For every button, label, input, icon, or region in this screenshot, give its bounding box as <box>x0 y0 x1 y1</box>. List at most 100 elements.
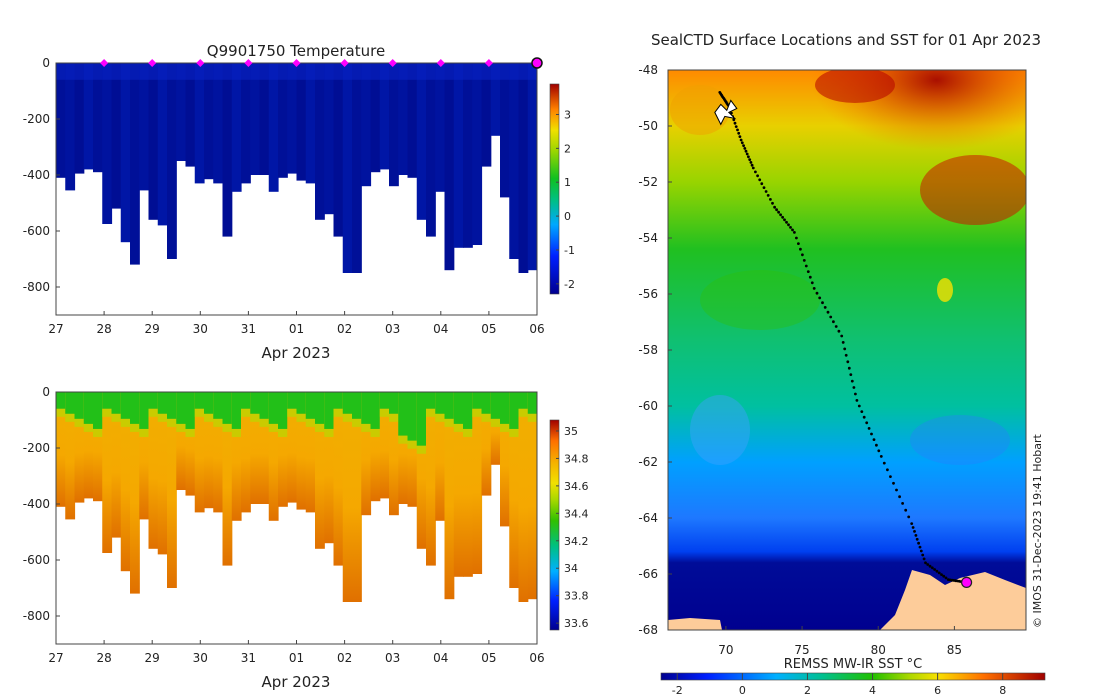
temperature-colorbar <box>549 83 560 295</box>
track-point <box>854 392 857 396</box>
temperature-surface-layer <box>407 63 418 80</box>
temperature-profile-column <box>407 63 418 178</box>
x-tick-label: 30 <box>193 322 208 336</box>
map-y-tick-label: -62 <box>638 455 658 469</box>
salinity-profile-column <box>93 392 103 502</box>
salinity-halocline <box>324 428 335 437</box>
day-marker <box>292 59 301 67</box>
salinity-halocline <box>398 435 409 444</box>
salinity-halocline <box>93 428 103 437</box>
x-tick-label: 01 <box>289 651 304 665</box>
salinity-mixed-layer <box>241 392 251 409</box>
y-tick-label: -800 <box>23 280 50 294</box>
track-point <box>837 329 841 333</box>
x-tick-label: 01 <box>289 322 304 336</box>
temperature-profile-column <box>130 63 140 265</box>
salinity-xlabel: Apr 2023 <box>262 673 331 691</box>
salinity-mixed-layer <box>213 392 224 419</box>
salinity-halocline <box>342 413 353 422</box>
track-point <box>860 410 864 413</box>
salinity-mixed-layer <box>157 392 168 414</box>
salinity-profile-column <box>65 392 76 520</box>
temperature-profile-column <box>278 63 288 178</box>
track-point <box>841 341 845 344</box>
track-point <box>804 264 808 268</box>
map-title: SealCTD Surface Locations and SST for 01… <box>651 31 1041 49</box>
y-tick-label: -200 <box>23 112 50 126</box>
salinity-profile-column <box>120 392 131 572</box>
salinity-halocline <box>389 413 399 422</box>
colorbar-tick-label: 34.4 <box>564 507 589 520</box>
temperature-surface-layer <box>361 63 372 80</box>
temperature-surface-layer <box>463 63 473 80</box>
temperature-profile-column <box>333 63 344 237</box>
salinity-colorbar <box>549 419 560 631</box>
salinity-mixed-layer <box>352 392 362 419</box>
salinity-mixed-layer <box>416 392 427 446</box>
salinity-columns <box>56 392 537 602</box>
salinity-profile-column <box>296 392 307 510</box>
salinity-mixed-layer <box>305 392 316 419</box>
track-point <box>806 270 810 273</box>
track-point <box>889 475 892 478</box>
map-y-tick-label: -56 <box>638 287 658 301</box>
track-point <box>898 495 901 499</box>
salinity-profile-column <box>324 392 335 544</box>
salinity-mixed-layer <box>65 392 76 414</box>
salinity-mixed-layer <box>259 392 270 419</box>
temperature-surface-layer <box>65 63 76 80</box>
salinity-mixed-layer <box>204 392 214 414</box>
track-point <box>850 379 854 383</box>
track-point <box>810 281 814 285</box>
salinity-mixed-layer <box>176 392 187 424</box>
track-point <box>832 320 835 324</box>
salinity-profile-column <box>333 392 344 566</box>
temperature-surface-layer <box>130 63 140 80</box>
temperature-surface-layer <box>527 63 537 80</box>
track-point <box>779 213 782 217</box>
map-y-tick-label: -58 <box>638 343 658 357</box>
track-point <box>773 205 776 209</box>
temperature-surface-layer <box>268 63 279 80</box>
temperature-profile-column <box>490 63 501 136</box>
track-point <box>913 530 916 533</box>
salinity-halocline <box>416 445 427 454</box>
salinity-x-axis: 27 28 29 30 31 01 02 03 04 05 06 <box>48 640 545 665</box>
salinity-halocline <box>500 423 510 432</box>
salinity-mixed-layer <box>222 392 233 424</box>
track-point <box>750 163 754 167</box>
salinity-mixed-layer <box>296 392 307 414</box>
temperature-surface-layer <box>500 63 510 80</box>
x-tick-label: 27 <box>48 322 63 336</box>
track-point <box>879 455 883 458</box>
map-y-axis: -48 -50 -52 -54 -56 -58 -60 -62 -64 -66 -68 <box>638 63 672 637</box>
salinity-profile-column <box>527 392 537 600</box>
track-point <box>747 155 750 159</box>
track-point <box>801 253 804 257</box>
track-point <box>904 508 908 512</box>
temperature-profile-column <box>111 63 122 209</box>
salinity-mixed-layer <box>148 392 159 409</box>
y-tick-label: -800 <box>23 609 50 623</box>
temperature-y-axis: 0 -200 -400 -600 -800 <box>23 56 60 294</box>
track-point <box>862 415 866 419</box>
x-tick-label: 27 <box>48 651 63 665</box>
track-point <box>799 247 802 251</box>
temperature-surface-layer <box>453 63 464 80</box>
temperature-surface-layer <box>333 63 344 80</box>
salinity-halocline <box>74 418 85 427</box>
salinity-profile-column <box>305 392 316 513</box>
temperature-surface-layer <box>213 63 224 80</box>
temperature-profile-column <box>259 63 270 175</box>
map-y-tick-label: -60 <box>638 399 658 413</box>
temperature-profile-column <box>65 63 76 191</box>
track-point <box>872 438 876 441</box>
salinity-halocline <box>259 418 270 427</box>
temperature-profile-column <box>370 63 381 173</box>
temperature-surface-layer <box>315 63 325 80</box>
temperature-surface-layer <box>481 63 492 80</box>
track-point <box>921 553 925 557</box>
map-colorbar-tick-label: 2 <box>804 684 811 697</box>
temperature-profile-column <box>389 63 399 187</box>
temperature-profile-column <box>527 63 537 271</box>
